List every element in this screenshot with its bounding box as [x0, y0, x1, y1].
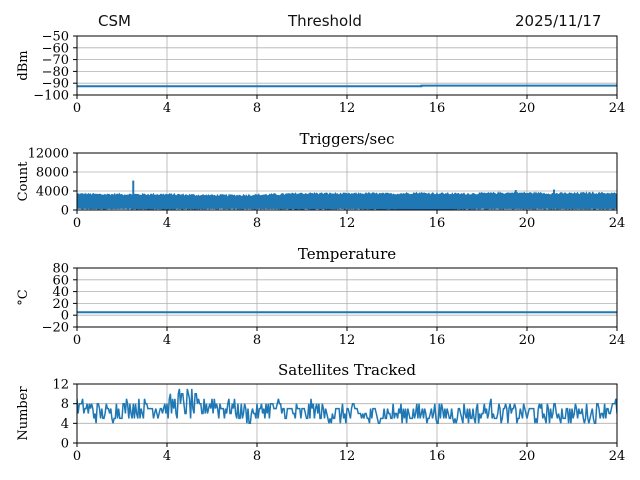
header-left-label: CSM	[98, 12, 131, 30]
chart-panel-2: 0 4 8 12 16 20 24 0 4000 8000 12000 Triggers/sec Cou…	[16, 130, 625, 231]
satellites-line	[77, 388, 617, 425]
y-axis-label: °C	[16, 289, 31, 306]
x-tick-label: 12	[339, 216, 356, 231]
x-tick-label: 16	[429, 449, 446, 464]
x-tick-label: 20	[519, 101, 536, 116]
chart-title: Satellites Tracked	[278, 361, 416, 379]
y-tick-label: −70	[42, 53, 69, 68]
x-tick-label: 24	[609, 449, 626, 464]
plot-area	[77, 388, 617, 425]
chart-panel-4: 0 4 8 12 16 20 24 0 4 8 12 Satellites Tracked Number	[16, 361, 625, 464]
y-tick-label: −80	[42, 65, 69, 80]
x-tick-label: 8	[253, 449, 261, 464]
y-tick-label: −20	[42, 321, 69, 336]
header-date-label: 2025/11/17	[515, 12, 602, 30]
y-tick-label: 40	[52, 285, 69, 300]
y-tick-label: 0	[61, 437, 69, 452]
x-tick-label: 24	[609, 216, 626, 231]
x-tick-label: 12	[339, 101, 356, 116]
y-tick-label: −50	[42, 30, 69, 45]
x-tick-label: 0	[73, 333, 81, 348]
x-tick-label: 20	[519, 449, 536, 464]
y-tick-label: 80	[52, 262, 69, 277]
y-tick-label: 60	[52, 273, 69, 288]
x-tick-label: 4	[163, 449, 171, 464]
series-line-1	[77, 84, 617, 88]
x-tick-label: 0	[73, 101, 81, 116]
y-axis-label: dBm	[16, 50, 31, 80]
x-tick-label: 24	[609, 101, 626, 116]
header-threshold-title: Threshold	[288, 12, 362, 30]
y-tick-label: 12	[52, 378, 69, 393]
chart-title: Temperature	[298, 245, 396, 263]
x-tick-label: 16	[429, 333, 446, 348]
y-axis-label: Count	[16, 161, 31, 202]
x-tick-label: 12	[339, 449, 356, 464]
y-tick-label: −100	[33, 89, 69, 104]
y-tick-label: 4	[61, 417, 69, 432]
x-tick-label: 20	[519, 216, 536, 231]
plot-area	[77, 84, 617, 88]
x-tick-label: 24	[609, 333, 626, 348]
y-tick-label: 4000	[36, 185, 69, 200]
plot-area	[77, 180, 617, 210]
x-tick-label: 4	[163, 333, 171, 348]
triggers-band	[77, 191, 617, 210]
x-tick-label: 0	[73, 216, 81, 231]
x-tick-label: 16	[429, 216, 446, 231]
y-tick-label: −90	[42, 77, 69, 92]
chart-panel-1: 0 4 8 12 16 20 24 −100−90−80−70−60−50 dBm	[16, 30, 625, 117]
x-tick-label: 8	[253, 333, 261, 348]
y-tick-label: 20	[52, 297, 69, 312]
x-tick-label: 20	[519, 333, 536, 348]
y-tick-label: 8000	[36, 166, 69, 181]
y-axis-label: Number	[16, 386, 31, 441]
x-tick-label: 16	[429, 101, 446, 116]
x-tick-label: 12	[339, 333, 356, 348]
y-tick-label: 0	[61, 309, 69, 324]
x-tick-label: 8	[253, 216, 261, 231]
x-tick-label: 0	[73, 449, 81, 464]
x-tick-label: 4	[163, 216, 171, 231]
x-tick-label: 8	[253, 101, 261, 116]
y-tick-label: 8	[61, 397, 69, 412]
y-tick-label: −60	[42, 41, 69, 56]
y-tick-label: 0	[61, 204, 69, 219]
chart-title: Triggers/sec	[300, 130, 395, 148]
y-tick-label: 12000	[28, 147, 69, 162]
x-tick-label: 4	[163, 101, 171, 116]
